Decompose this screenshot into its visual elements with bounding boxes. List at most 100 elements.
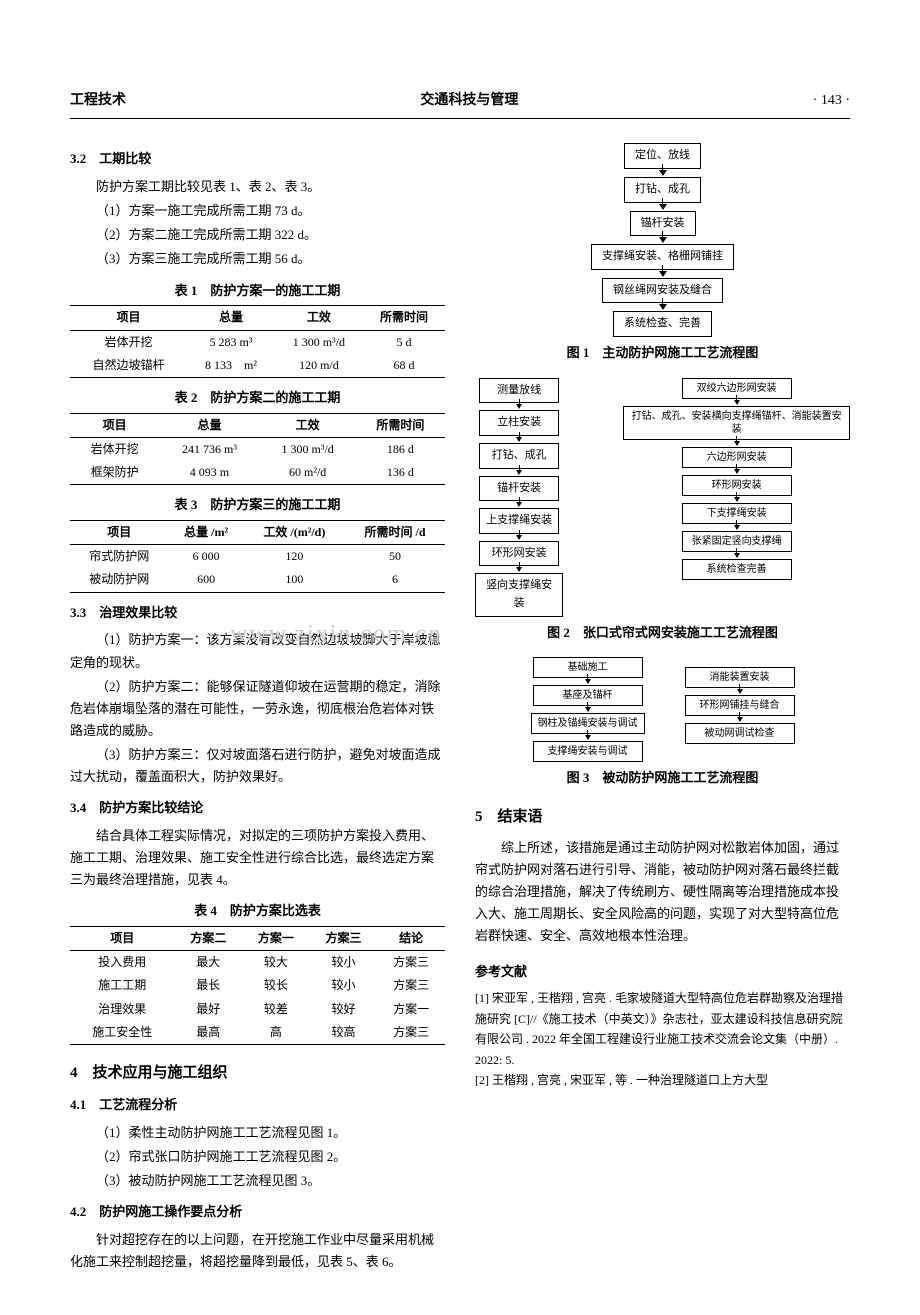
table3-h3: 所需时间 /d [345,521,445,545]
fig2-r7: 系统检查完善 [682,559,792,580]
fig2-caption: 图 2 张口式帘式网安装施工工艺流程图 [475,623,850,644]
fig2-flowchart: 测量放线 立柱安装 打钻、成孔 锚杆安装 上支撑绳安装 环形网安装 竖向支撑绳安… [475,378,850,617]
fig2-r2: 打钻、成孔、安装横向支撑绳锚杆、消能装置安装 [623,406,850,440]
fig2-l7: 竖向支撑绳安装 [475,573,563,616]
arrow-icon [516,535,522,540]
arrow-icon [659,271,667,277]
heading-3-4: 3.4 防护方案比较结论 [70,798,445,819]
fig2-right-col: 双绞六边形网安装 打钻、成孔、安装横向支撑绳锚杆、消能装置安装 六边形网安装 环… [623,378,850,617]
table3-r0c3: 50 [345,545,445,569]
heading-4: 4 技术应用与施工组织 [70,1061,445,1085]
para-3-3-3: （3）防护方案三：仅对坡面落石进行防护，避免对坡面造成过大扰动，覆盖面积大，防护… [70,744,445,788]
table2-r0c0: 岩体开挖 [70,437,159,461]
table1-r0c0: 岩体开挖 [70,330,187,354]
table2-h1: 总量 [159,413,259,437]
table4-h3: 方案三 [310,926,378,950]
right-column: 定位、放线 打钻、成孔 锚杆安装 支撑绳安装、格栅网铺挂 钢丝绳网安装及缝合 系… [475,139,850,1275]
table4-r3c1: 最高 [174,1021,242,1045]
table2-r1c1: 4 093 m [159,461,259,485]
table1-h3: 所需时间 [363,306,445,330]
para-4-1-3: （3）被动防护网施工工艺流程见图 3。 [70,1170,445,1192]
table3-h2: 工效 /(m²/d) [244,521,345,545]
table2-h0: 项目 [70,413,159,437]
arrow-icon [659,237,667,243]
table4-r2c3: 较好 [310,998,378,1021]
header-right: · 143 · [813,90,850,112]
table1-r1c1: 8 133 m² [187,354,275,378]
table4-r2c1: 最好 [174,998,242,1021]
table1-r0c3: 5 d [363,330,445,354]
table4-r0c0: 投入费用 [70,951,174,975]
table3-r0c2: 120 [244,545,345,569]
fig1-caption: 图 1 主动防护网施工工艺流程图 [475,343,850,364]
table2-caption: 表 2 防护方案二的施工工期 [70,388,445,409]
table4-h0: 项目 [70,926,174,950]
para-3-2-intro: 防护方案工期比较见表 1、表 2、表 3。 [70,176,445,198]
arrow-icon [585,679,591,684]
fig1-flowchart: 定位、放线 打钻、成孔 锚杆安装 支撑绳安装、格栅网铺挂 钢丝绳网安装及缝合 系… [475,143,850,337]
table4-r2c4: 方案一 [377,998,445,1021]
heading-3-3: 3.3 治理效果比较 [70,603,445,624]
table2-h3: 所需时间 [356,413,445,437]
heading-4-2: 4.2 防护网施工操作要点分析 [70,1202,445,1223]
page-header: 工程技术 交通科技与管理 · 143 · [70,90,850,119]
table2: 项目 总量 工效 所需时间 岩体开挖 241 736 m³ 1 300 m³/d… [70,413,445,486]
fig2-left-col: 测量放线 立柱安装 打钻、成孔 锚杆安装 上支撑绳安装 环形网安装 竖向支撑绳安… [475,378,563,617]
para-3-3-2: （2）防护方案二：能够保证隧道仰坡在运营期的稳定，消除危岩体崩塌坠落的潜在可能性… [70,676,445,742]
para-4-2-1: 针对超挖存在的以上问题，在开挖施工作业中尽量采用机械化施工来控制超挖量，将超挖量… [70,1229,445,1273]
arrow-icon [516,404,522,409]
left-column: 3.2 工期比较 防护方案工期比较见表 1、表 2、表 3。 （1）方案一施工完… [70,139,445,1275]
fig3-caption: 图 3 被动防护网施工工艺流程图 [475,768,850,789]
arrow-icon [734,441,740,446]
table1-r1c2: 120 m/d [275,354,363,378]
table4-r3c3: 较高 [310,1021,378,1045]
table3-h0: 项目 [70,521,169,545]
table1-caption: 表 1 防护方案一的施工工期 [70,281,445,302]
arrow-icon [659,170,667,176]
arrow-icon [734,400,740,405]
table3-r1c1: 600 [169,568,244,592]
fig3-left-col: 基础施工 基座及锚杆 钢柱及锚绳安装与调试 支撑绳安装与调试 [531,657,645,762]
arrow-icon [516,502,522,507]
arrow-icon [734,553,740,558]
heading-3-2: 3.2 工期比较 [70,149,445,170]
table3: 项目 总量 /m² 工效 /(m²/d) 所需时间 /d 帘式防护网 6 000… [70,520,445,593]
arrow-icon [516,567,522,572]
references-heading: 参考文献 [475,962,850,983]
para-3-3-1: （1）防护方案一：该方案没有改变自然边坡坡脚大于岸坡稳定角的现状。 [70,629,445,673]
arrow-icon [585,735,591,740]
table4-r1c4: 方案三 [377,974,445,997]
table1-h0: 项目 [70,306,187,330]
para-3-2-item2: （2）方案二施工完成所需工期 322 d。 [70,224,445,246]
table4-r1c0: 施工工期 [70,974,174,997]
table4-r0c4: 方案三 [377,951,445,975]
table1-r0c2: 1 300 m³/d [275,330,363,354]
para-5-1: 综上所述，该措施是通过主动防护网对松散岩体加固，通过帘式防护网对落石进行引导、消… [475,837,850,947]
table4-r0c2: 较大 [242,951,310,975]
table4-r1c3: 较小 [310,974,378,997]
table2-r1c2: 60 m²/d [260,461,356,485]
table4-h2: 方案一 [242,926,310,950]
table4: 项目 方案二 方案一 方案三 结论 投入费用 最大 较大 较小 方案三 施工工期… [70,926,445,1045]
table3-r1c0: 被动防护网 [70,568,169,592]
table3-r0c0: 帘式防护网 [70,545,169,569]
heading-4-1: 4.1 工艺流程分析 [70,1095,445,1116]
para-4-1-1: （1）柔性主动防护网施工工艺流程见图 1。 [70,1122,445,1144]
table4-r3c2: 高 [242,1021,310,1045]
table4-caption: 表 4 防护方案比选表 [70,901,445,922]
table1-r0c1: 5 283 m³ [187,330,275,354]
arrow-icon [734,497,740,502]
ref-item-1: [1] 宋亚军 , 王楷翔 , 宫亮 . 毛家坡隧道大型特高位危岩群勘察及治理措… [475,988,850,1070]
table4-h1: 方案二 [174,926,242,950]
table1: 项目 总量 工效 所需时间 岩体开挖 5 283 m³ 1 300 m³/d 5… [70,305,445,378]
main-content: 3.2 工期比较 防护方案工期比较见表 1、表 2、表 3。 （1）方案一施工完… [70,139,850,1275]
arrow-icon [659,204,667,210]
table3-r1c3: 6 [345,568,445,592]
arrow-icon [585,707,591,712]
table2-h2: 工效 [260,413,356,437]
arrow-icon [659,304,667,310]
header-center: 交通科技与管理 [420,90,518,112]
arrow-icon [734,525,740,530]
ref-item-2: [2] 王楷翔 , 宫亮 , 宋亚军 , 等 . 一种治理隧道口上方大型 [475,1070,850,1090]
heading-5: 5 结束语 [475,805,850,829]
